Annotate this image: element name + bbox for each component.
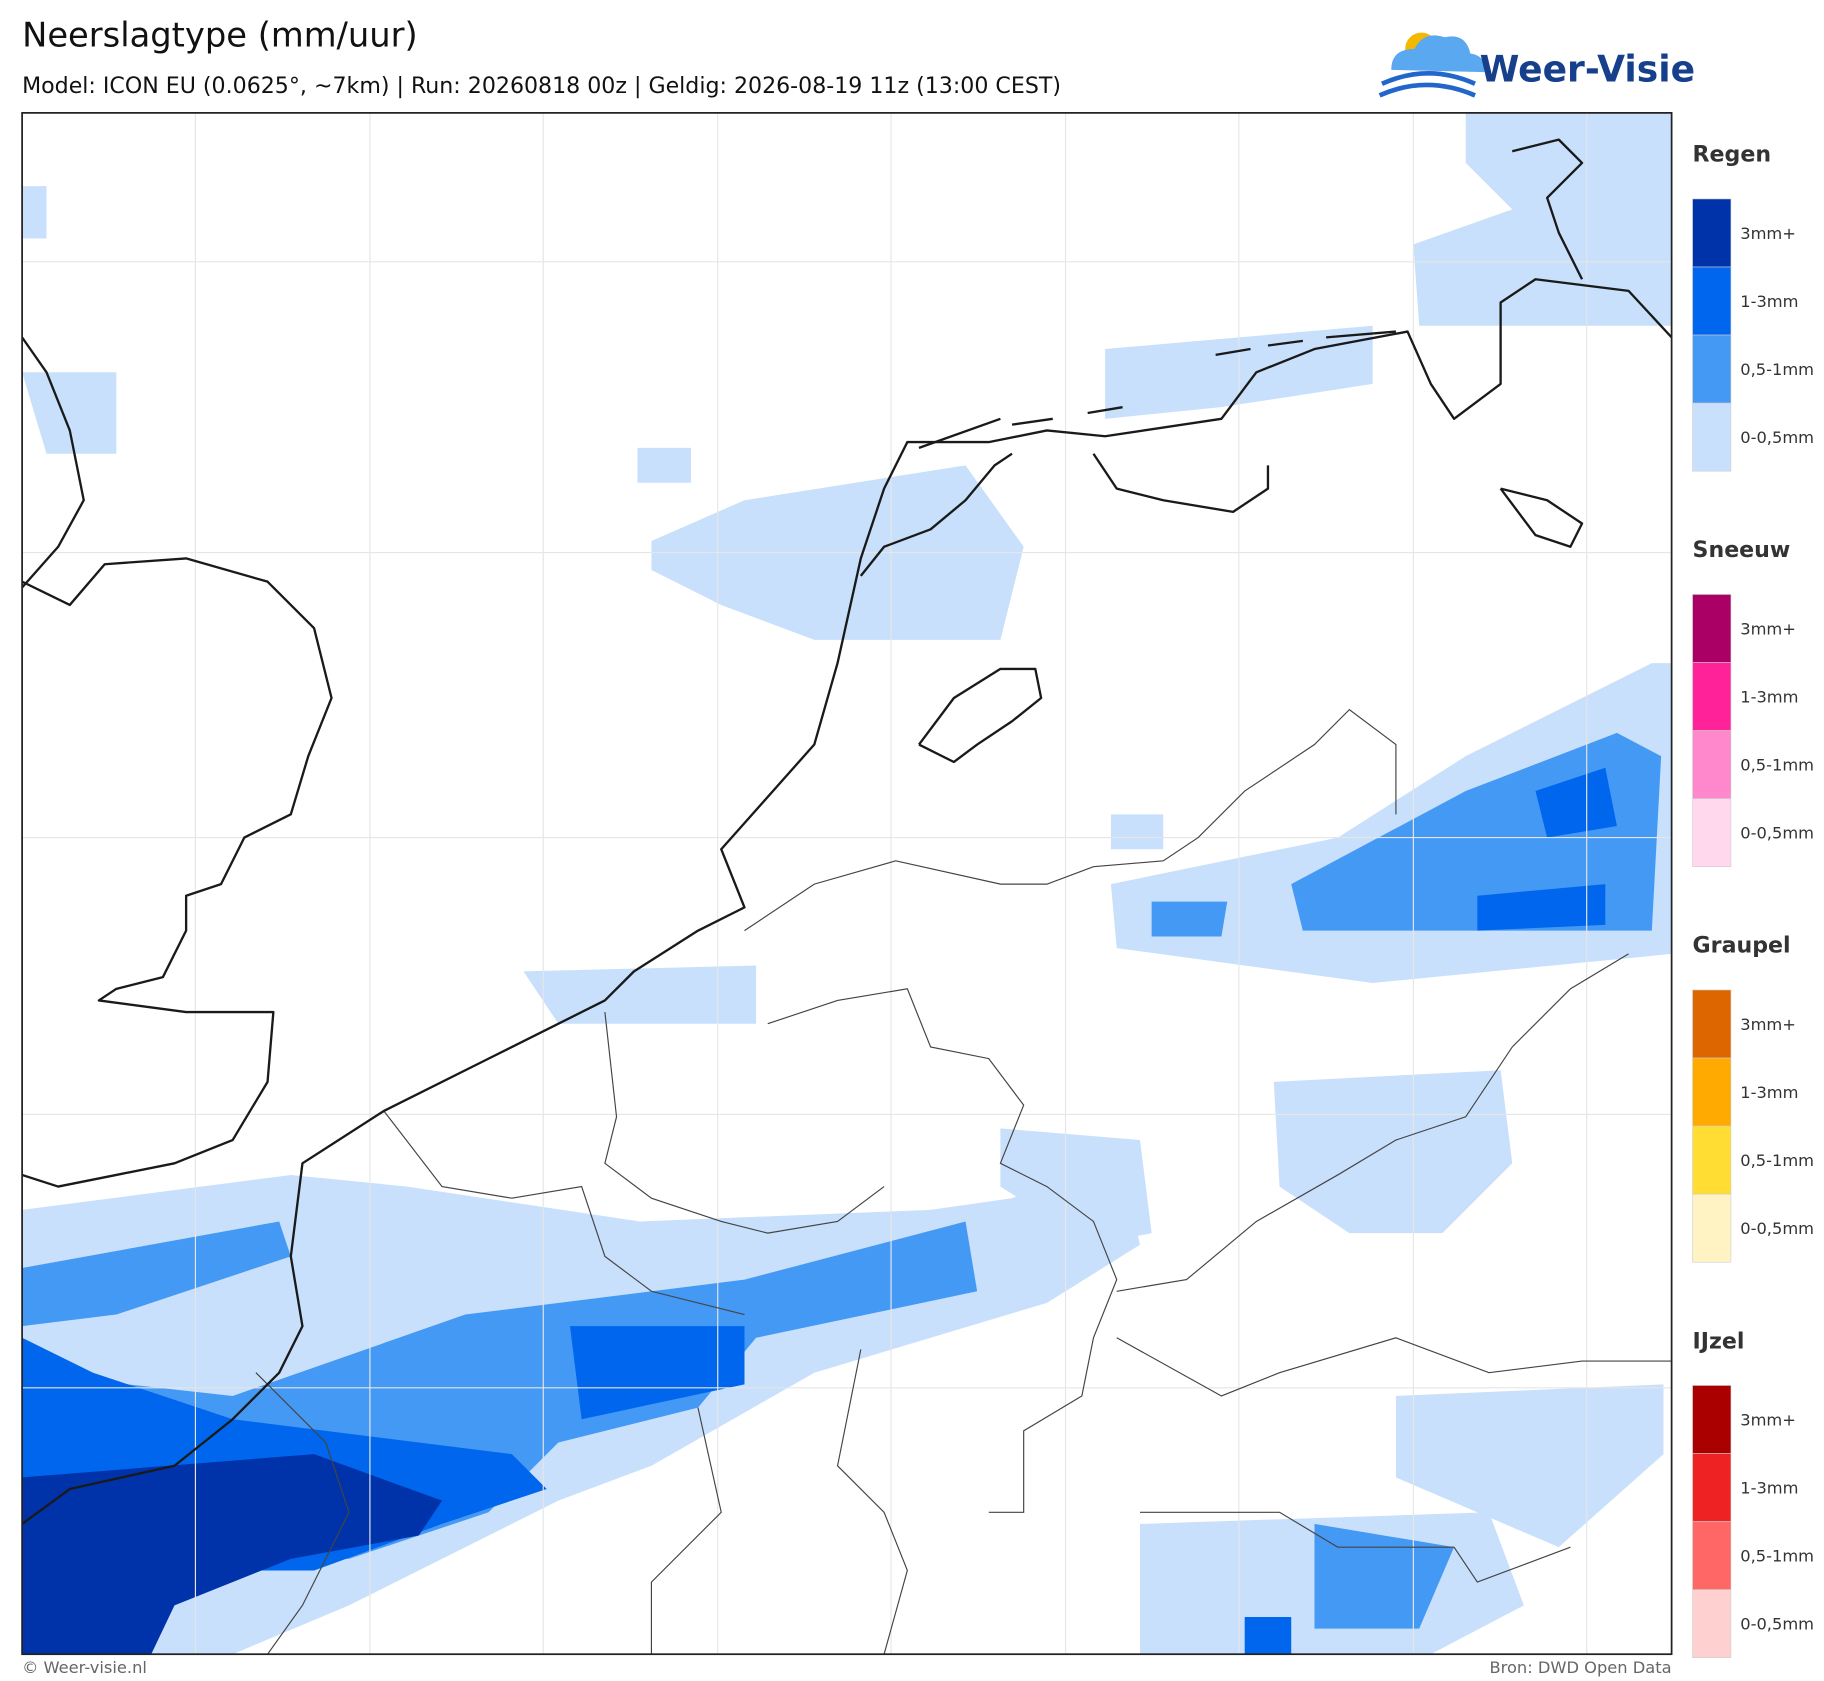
title: Neerslagtype (mm/uur) <box>22 16 418 55</box>
legend-swatch <box>1692 798 1732 867</box>
legend-label: 0,5-1mm <box>1740 360 1814 379</box>
grid <box>22 112 1672 1655</box>
legend-swatch <box>1692 730 1732 799</box>
legend-swatch <box>1692 1125 1732 1195</box>
legend-group-title: Regen <box>1693 142 1772 168</box>
legend-swatch <box>1692 662 1732 731</box>
legend-swatch <box>1692 594 1732 663</box>
legend-swatch <box>1692 1521 1732 1590</box>
legend-label: 0-0,5mm <box>1740 823 1814 842</box>
map <box>22 112 1672 1655</box>
legend-label: 0-0,5mm <box>1740 1614 1814 1633</box>
logo-text: Weer-Visie <box>1480 48 1695 90</box>
legend-label: 1-3mm <box>1740 1083 1798 1102</box>
legend-swatch <box>1692 989 1732 1059</box>
coastlines <box>22 138 1672 1525</box>
borders <box>255 708 1672 1655</box>
legend-group-title: Graupel <box>1693 933 1791 959</box>
legend-label: 1-3mm <box>1740 292 1798 311</box>
rain-extreme <box>22 1454 443 1655</box>
map-frame <box>21 112 1673 1656</box>
legend-swatch <box>1692 266 1732 336</box>
footer-right: Bron: DWD Open Data <box>1489 1658 1671 1677</box>
legend-swatch <box>1692 198 1732 268</box>
legend-swatch <box>1692 1385 1732 1454</box>
legend-label: 3mm+ <box>1740 1015 1796 1034</box>
legend-label: 3mm+ <box>1740 619 1796 638</box>
legend-swatch <box>1692 402 1732 472</box>
legend-label: 0,5-1mm <box>1740 1151 1814 1170</box>
legend: Regen 3mm+ 1-3mm 0,5-1mm 0-0,5mm Sneeuw 3mm+ 1-… <box>1692 142 1814 1658</box>
legend-label: 0-0,5mm <box>1740 1219 1814 1238</box>
legend-label: 1-3mm <box>1740 687 1798 706</box>
legend-swatch <box>1692 1057 1732 1127</box>
legend-label: 0,5-1mm <box>1740 1546 1814 1565</box>
logo: Weer-Visie <box>1378 32 1695 98</box>
legend-swatch <box>1692 1589 1732 1658</box>
legend-label: 1-3mm <box>1740 1478 1798 1497</box>
legend-label: 3mm+ <box>1740 1410 1796 1429</box>
legend-swatch <box>1692 334 1732 404</box>
legend-label: 3mm+ <box>1740 224 1796 243</box>
legend-label: 0-0,5mm <box>1740 428 1814 447</box>
legend-group-title: Sneeuw <box>1693 537 1791 563</box>
footer-left: © Weer-visie.nl <box>22 1658 147 1677</box>
legend-label: 0,5-1mm <box>1740 755 1814 774</box>
legend-swatch <box>1692 1193 1732 1263</box>
subtitle: Model: ICON EU (0.0625°, ~7km) | Run: 20… <box>22 73 1061 99</box>
legend-swatch <box>1692 1453 1732 1522</box>
legend-group-title: IJzel <box>1693 1328 1745 1354</box>
